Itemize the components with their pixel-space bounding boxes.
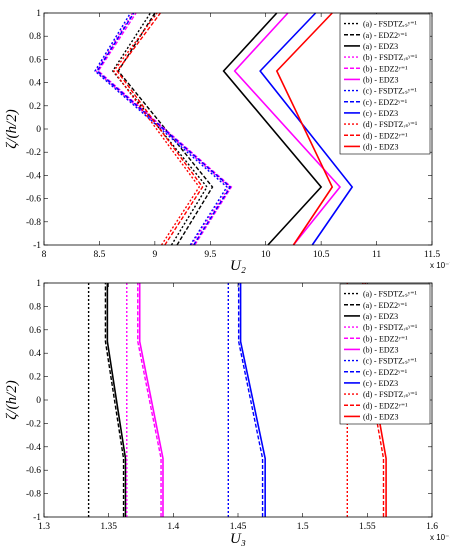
x-tick-label: 1.4 [167,522,179,532]
y-tick-label: 0.8 [29,32,41,42]
y-tick-label: -0.8 [26,218,41,228]
legend: (a) - FSDTZᵣₛʸ⁼¹ (a) - EDZ2ʸ⁼¹ (a) - EDZ3 (… [339,283,431,425]
legend-label: (b) - EDZ2ʸ⁼¹ [363,64,408,73]
legend-label: (a) - FSDTZᵣₛʸ⁼¹ [363,20,417,29]
legend-label: (d) - FSDTZᵣₛʸ⁼¹ [363,120,418,129]
y-tick-label: -0.2 [26,419,41,429]
legend-label: (b) - EDZ3 [363,75,399,84]
series-line-6 [138,283,164,517]
legend-label: (d) - EDZ2ʸ⁼¹ [363,401,408,410]
y-axis-label: ζ/(h/2) [4,380,20,419]
series-line-2 [104,283,125,517]
legend-label: (b) - EDZ2ʸ⁼¹ [363,334,408,343]
x-tick-label: 9 [152,250,157,260]
x-tick-label: 1.55 [359,522,376,532]
y-tick-label: 0.8 [29,302,41,312]
x-axis-label: U₂ [230,258,246,274]
x-tick-label: 8.5 [93,250,105,260]
legend-label: (a) - EDZ3 [363,42,398,51]
y-tick-label: 1 [36,279,41,289]
legend-label: (b) - FSDTZᵣₛʸ⁼¹ [363,53,418,62]
legend: (a) - FSDTZᵣₛʸ⁼¹ (a) - EDZ2ʸ⁼¹ (a) - EDZ3 (… [339,13,431,155]
series-line-5 [137,283,162,517]
x-tick-label: 10.5 [313,250,330,260]
x-tick-label: 1.3 [38,522,50,532]
series-line-2 [117,12,214,246]
legend-label: (c) - EDZ2ʸ⁼¹ [363,98,408,107]
y-tick-label: -0.2 [26,148,41,158]
legend-box [339,283,431,425]
y-tick-label: 0.4 [29,349,41,359]
legend-label: (b) - EDZ3 [363,345,399,354]
x-axis-label: U₃ [230,531,246,547]
x-tick-label: 1.45 [230,522,247,532]
series-line-5 [97,12,233,246]
series-line-9 [239,283,266,517]
x-tick-label: 1.6 [426,522,438,532]
y-tick-label: 0 [36,125,41,135]
series-line-3 [222,12,323,246]
series-line-1 [111,12,208,246]
series-line-8 [96,12,232,246]
y-tick-label: 0.2 [29,373,41,383]
y-tick-label: 0.2 [29,102,41,112]
y-tick-label: -1 [33,513,41,523]
legend-label: (c) - EDZ2ʸ⁼¹ [363,368,408,377]
legend-label: (a) - EDZ2ʸ⁼¹ [363,301,408,310]
legend-box [339,13,431,155]
series-line-4 [95,12,231,246]
legend-label: (c) - FSDTZᵣₛʸ⁼¹ [363,87,417,96]
x-tick-label: 11.5 [424,250,441,260]
legend-label: (b) - FSDTZᵣₛʸ⁼¹ [363,323,418,332]
legend-label: (d) - FSDTZᵣₛʸ⁼¹ [363,390,418,399]
x-multiplier-label: x 10⁻⁷ [430,261,450,270]
y-tick-label: -0.6 [26,466,41,476]
legend-label: (c) - EDZ3 [363,109,398,118]
series-line-8 [237,283,264,517]
chart-1: 8 8.5 9 9.5 10 10.5 11 11.5 -1 -0.8 -0.6 -0.4 -0.2 0 0… [4,9,450,274]
series-line-10 [112,12,201,246]
legend-label: (d) - EDZ3 [363,142,399,151]
x-tick-label: 1.5 [297,522,309,532]
y-tick-label: -0.8 [26,490,41,500]
y-axis-label: ζ/(h/2) [4,109,20,148]
y-tick-label: -0.6 [26,195,41,205]
legend-label: (d) - EDZ2ʸ⁼¹ [363,131,408,140]
y-tick-label: -0.4 [26,443,41,453]
x-tick-label: 1.35 [100,522,117,532]
legend-label: (c) - FSDTZᵣₛʸ⁼¹ [363,357,417,366]
series-line-3 [106,283,127,517]
y-tick-label: 0.4 [29,79,41,89]
x-tick-label: 10 [261,250,271,260]
legend-label: (c) - EDZ3 [363,379,398,388]
chart-2: 1.3 1.35 1.4 1.45 1.5 1.55 1.6 -1 -0.8 -0.6 -0.4 -0… [4,279,450,547]
y-tick-label: 0 [36,396,41,406]
x-tick-label: 8 [42,250,47,260]
y-tick-label: 1 [36,9,41,19]
series-line-12 [275,12,334,246]
y-tick-label: -0.4 [26,171,41,181]
series-line-9 [259,12,354,246]
series-line-7 [94,12,228,246]
series-line-11 [116,12,204,246]
legend-label: (a) - EDZ2ʸ⁼¹ [363,31,408,40]
y-tick-label: 0.6 [29,326,41,336]
x-tick-label: 11 [372,250,381,260]
y-tick-label: -1 [33,241,41,251]
legend-label: (a) - EDZ3 [363,312,398,321]
legend-label: (d) - EDZ3 [363,412,399,421]
x-tick-label: 9.5 [204,250,216,260]
x-multiplier-label: x 10⁻⁴ [430,533,450,542]
legend-label: (a) - FSDTZᵣₛʸ⁼¹ [363,290,417,299]
series-line-6 [233,12,342,246]
y-tick-label: 0.6 [29,55,41,65]
